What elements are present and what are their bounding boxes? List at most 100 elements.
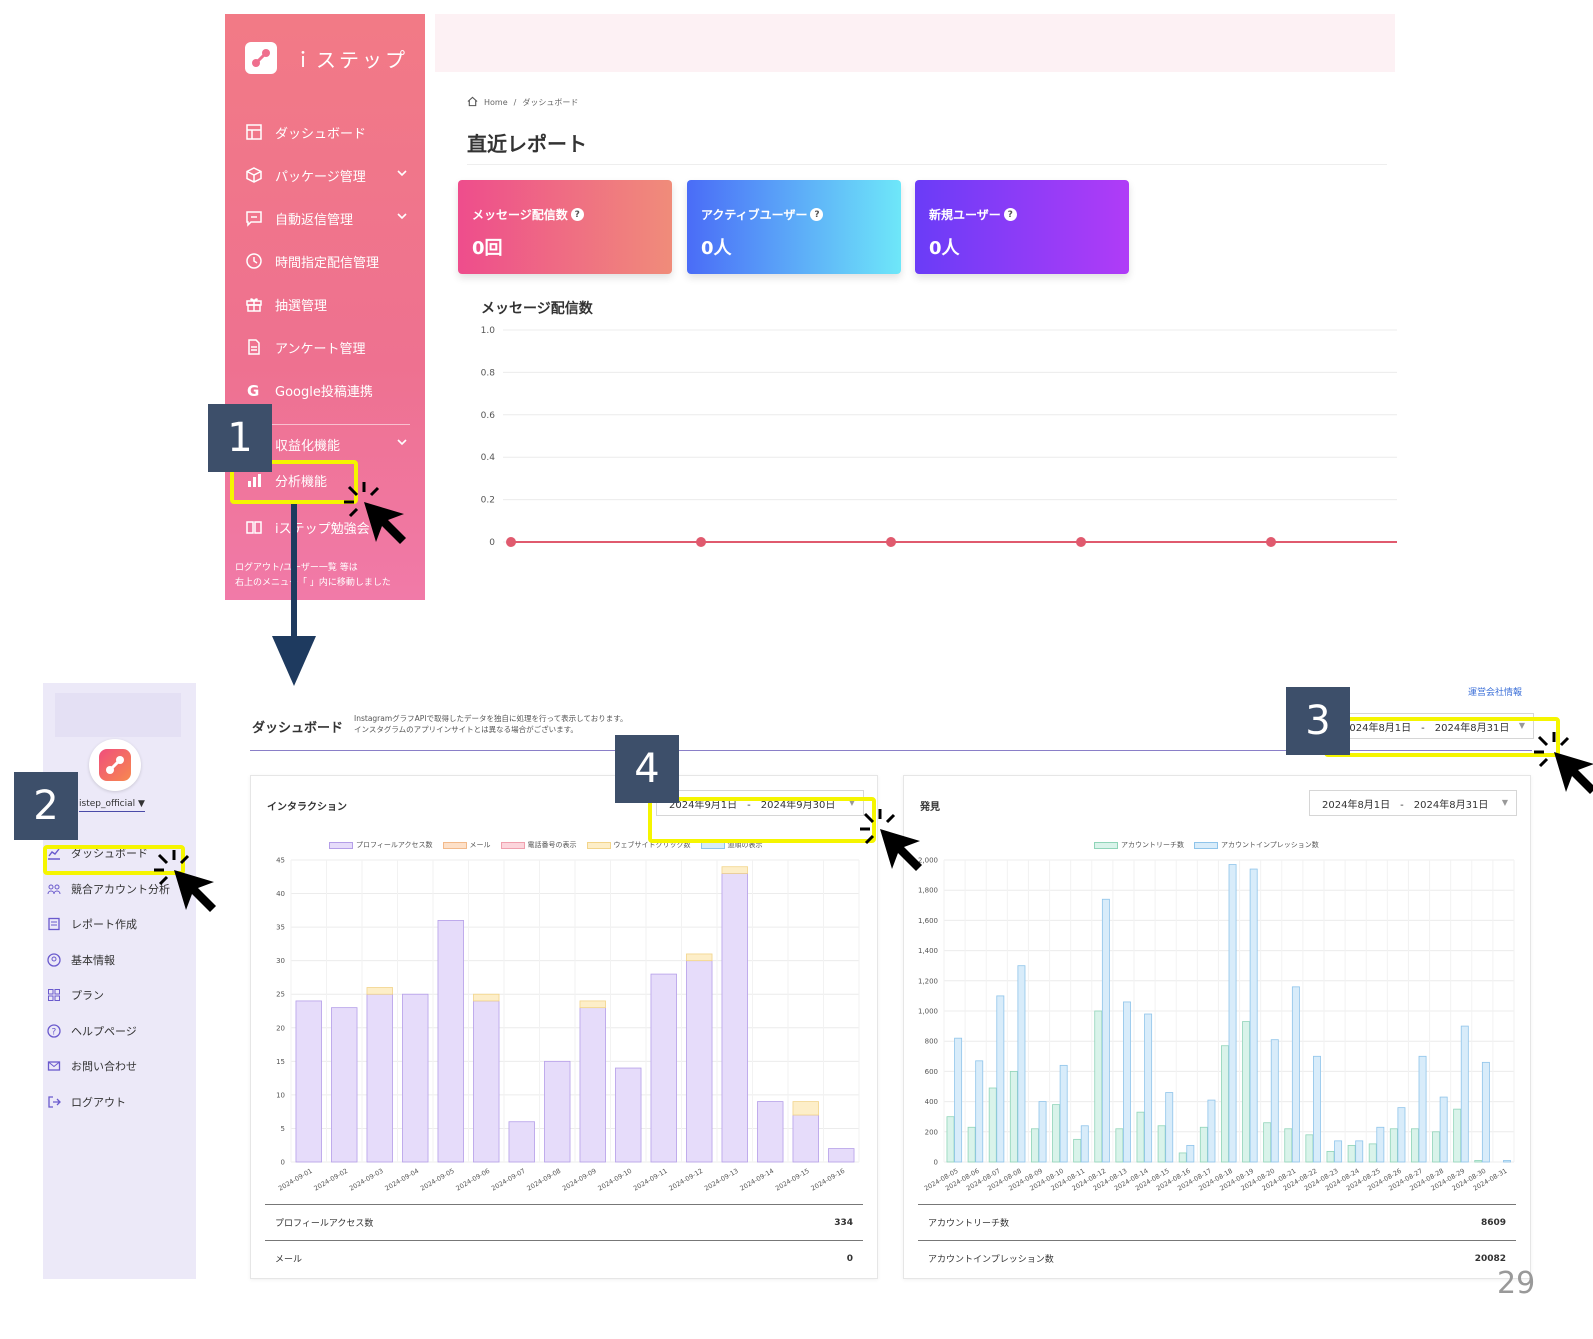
clock-icon <box>243 250 265 272</box>
bar <box>1094 1010 1103 1163</box>
package-icon <box>243 164 265 186</box>
x-tick-label: 2024-09-08 <box>526 1167 563 1193</box>
question-icon[interactable]: ? <box>1003 208 1017 221</box>
document-icon <box>243 336 265 358</box>
legend-swatch <box>586 841 611 849</box>
question-icon[interactable]: ? <box>570 208 584 221</box>
legend-item[interactable]: メール <box>442 840 491 850</box>
bar <box>437 920 464 1163</box>
bar <box>402 993 429 1163</box>
app-name: ｉステップ <box>293 48 408 72</box>
bar <box>1326 1151 1335 1163</box>
users-icon <box>45 880 63 898</box>
data-point <box>886 537 896 547</box>
bar <box>1418 1055 1427 1163</box>
interaction-panel: インタラクション 2024年9月1日 - 2024年9月30日 ▼ プロフィール… <box>250 775 878 1279</box>
sidebar-item-8[interactable]: 分析機能 <box>243 466 418 494</box>
sidebar-item-2[interactable]: 自動返信管理 <box>243 204 418 232</box>
x-tick-label: 2024-09-09 <box>561 1167 598 1193</box>
x-tick-label: 2024-09-05 <box>419 1167 456 1193</box>
nav-item-1[interactable]: 競合アカウント分析 <box>43 877 196 901</box>
discovery-panel: 発見 2024年8月1日 - 2024年8月31日 ▼ アカウントリーチ数 アカウ… <box>903 775 1531 1279</box>
sidebar-item-4[interactable]: 抽選管理 <box>243 290 418 318</box>
y-tick-label: 1,800 <box>918 887 938 895</box>
legend-item[interactable]: ウェブサイトクリック数 <box>586 840 691 850</box>
sidebar-item-0[interactable]: ダッシュボード <box>243 118 418 146</box>
x-tick-label: 2024-09-11 <box>632 1167 669 1193</box>
question-icon[interactable]: ? <box>810 208 824 221</box>
chart-line-icon <box>45 844 63 862</box>
legend-item[interactable]: アカウントリーチ数 <box>1094 840 1184 850</box>
nav-item-label: 基本情報 <box>71 953 115 967</box>
summary-row: アカウントリーチ数 8609 <box>918 1204 1516 1240</box>
dashboard-desc-line1: InstagramグラフAPIで取得したデータを独自に処理を行って表示しておりま… <box>354 714 628 723</box>
breadcrumb-current: ダッシュボード <box>522 98 579 107</box>
bar-chart-icon <box>243 469 265 491</box>
bar <box>988 1087 997 1163</box>
sidebar-item-5[interactable]: アンケート管理 <box>243 333 418 361</box>
nav-item-7[interactable]: ログアウト <box>43 1090 196 1114</box>
legend-item[interactable]: アカウントインプレッション数 <box>1194 840 1319 850</box>
click-cursor-icon <box>340 478 412 554</box>
highlight-header-date <box>1324 717 1560 757</box>
report-icon <box>45 915 63 933</box>
sidebar-item-6[interactable]: G Google投稿連携 <box>243 376 418 404</box>
top-screenshot: ｉステップ ダッシュボード パッケージ管理 自動返信管理 時間指定配信管理 抽選管理 アン… <box>225 14 1405 600</box>
interaction-date-range-select[interactable]: 2024年9月1日 - 2024年9月30日 ▼ <box>656 790 864 816</box>
highlight-interaction-date <box>648 797 876 843</box>
nav-item-6[interactable]: お問い合わせ <box>43 1054 196 1078</box>
summary-row: メール 0 <box>265 1240 863 1276</box>
sidebar-item-3[interactable]: 時間指定配信管理 <box>243 247 418 275</box>
sidebar-item-label: アンケート管理 <box>275 341 366 357</box>
x-tick-label: 2024-09-01 <box>277 1167 314 1193</box>
nav-item-5[interactable]: ? ヘルプページ <box>43 1019 196 1043</box>
account-selector[interactable]: istep_official ▼ <box>79 799 145 812</box>
nav-item-2[interactable]: レポート作成 <box>43 912 196 936</box>
company-info-link[interactable]: 運営会社情報 <box>1468 688 1523 698</box>
y-tick-label: 1,200 <box>918 977 938 985</box>
legend-label: プロフィールアクセス数 <box>356 841 433 849</box>
chevron-down-icon: ▼ <box>848 798 855 807</box>
interaction-title: インタラクション <box>267 802 347 813</box>
y-tick-label: 0.4 <box>481 453 496 463</box>
nav-item-0[interactable]: ダッシュボード <box>43 841 196 865</box>
summary-label: プロフィールアクセス数 <box>275 1219 374 1229</box>
nav-item-label: ログアウト <box>71 1095 126 1109</box>
bar <box>1031 1128 1039 1163</box>
interaction-legend: プロフィールアクセス数 メール 電話番号の表示 ウェブサイトクリック数 道順の表示 <box>329 840 763 850</box>
chevron-down-icon: ▼ <box>1518 721 1525 730</box>
stat-card-1: アクティブユーザー? 0人 <box>687 180 901 274</box>
legend-item[interactable]: プロフィールアクセス数 <box>329 840 433 850</box>
stat-card-label: 新規ユーザー? <box>929 206 1017 223</box>
bar <box>1397 1107 1406 1163</box>
summary-value: 8609 <box>1480 1217 1506 1228</box>
annotation-4: 4 <box>615 735 679 803</box>
legend-item[interactable]: 電話番号の表示 <box>500 840 577 850</box>
breadcrumb-home[interactable]: Home <box>484 98 508 107</box>
discovery-date-range-value: 2024年8月1日 - 2024年8月31日 <box>1322 799 1489 811</box>
nav-item-4[interactable]: プラン <box>43 983 196 1007</box>
bar <box>331 1007 358 1163</box>
sidebar-item-label: 収益化機能 <box>275 438 341 454</box>
nav-item-3[interactable]: 基本情報 <box>43 948 196 972</box>
bar <box>1481 1061 1490 1163</box>
bar <box>473 993 500 1002</box>
annotation-3: 3 <box>1286 687 1350 755</box>
bar <box>686 960 713 1163</box>
top-header-bar <box>435 14 1395 72</box>
sidebar-item-1[interactable]: パッケージ管理 <box>243 161 418 189</box>
discovery-date-range-select[interactable]: 2024年8月1日 - 2024年8月31日 ▼ <box>1309 790 1517 816</box>
stat-card-label-text: 新規ユーザー <box>929 208 1001 222</box>
avatar[interactable] <box>89 739 141 791</box>
sidebar-item-9[interactable]: iステップ勉強会 <box>243 513 418 541</box>
bar <box>1115 1128 1124 1163</box>
highlight-analysis <box>230 460 358 504</box>
bar <box>1291 986 1300 1163</box>
home-icon[interactable] <box>467 96 478 109</box>
page-number: 29 <box>1497 1266 1536 1301</box>
bar <box>1410 1128 1419 1163</box>
bar <box>1157 1125 1166 1163</box>
legend-swatch <box>329 841 353 849</box>
nav-item-label: ヘルプページ <box>71 1024 137 1038</box>
analytics-sidebar: istep_official ▼ ダッシュボード 競合アカウント分析 レポート作成基… <box>43 683 196 1279</box>
